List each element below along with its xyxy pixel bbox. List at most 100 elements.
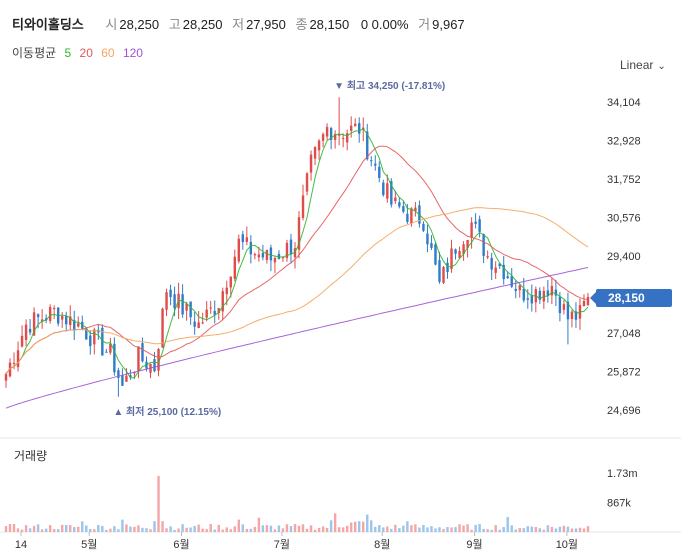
candle-body [562,304,566,310]
candle-body [474,221,477,224]
candle-body [558,296,562,314]
candle-body [253,254,257,256]
candle-body [522,288,525,301]
volume-bar [325,527,329,532]
volume-bar [149,529,152,532]
volume-bar [105,529,108,532]
candle-body [44,318,48,321]
volume-bar [137,525,140,532]
candle-body [81,321,84,329]
volume-bar [157,475,160,532]
candle-body [329,128,333,141]
price-axis: 34,104 32,928 31,752 30,576 29,400 27,048 25,8… [607,97,641,417]
volume-bar [177,528,180,532]
volume-bar [129,526,132,532]
candle-body [225,287,228,295]
stock-name: 티와이홀딩스 [12,17,84,32]
volume-bar [498,529,501,532]
volume-bar [4,526,8,532]
open-value: 28,250 [119,17,160,32]
volume-bar [442,528,445,532]
candle-body [40,319,44,322]
candle-body [16,350,20,368]
candle-body [233,256,236,279]
volume-bar [141,527,144,532]
volume-bar [93,529,96,532]
annotations: ▼ 최고 34,250 (-17.81%) ▲ 최저 25,100 (12.15%… [113,79,445,418]
candle-body [245,237,249,242]
candle-body [325,127,329,137]
volume-bar [305,528,309,532]
candle-body [434,244,437,265]
candle-body [229,276,232,288]
volume-bar [20,529,24,532]
candle-body [430,243,433,248]
candle-body [241,234,245,242]
candle-body [32,312,36,336]
volume-bar [450,527,453,532]
scale-dropdown[interactable]: Linear ⌄ [620,58,666,72]
candle-body [273,257,277,263]
volume-bar [121,519,124,532]
volume-bar [165,528,168,532]
quote-header: 티와이홀딩스 시 28,250 고 28,250 저 27,950 종 28,150 0… [12,14,465,33]
volume-bar [370,520,373,532]
volume-bar [329,520,333,532]
high-value: 28,250 [182,17,223,32]
candle-body [281,257,285,259]
volume-bar [578,527,582,532]
candle-body [426,233,429,245]
volume-bars [4,475,590,532]
volume-bar [470,529,473,532]
candle-body [370,160,373,162]
moving-average-legend[interactable]: 이동평균 5 20 60 120 [12,44,148,61]
volume-bar [349,522,353,532]
candle-body [514,288,517,291]
volume-bar [40,529,44,532]
volume-bar [466,524,469,532]
volume-bar [265,525,269,532]
ma-20: 20 [79,46,93,60]
volume-bar [8,523,12,532]
candle-body [414,207,417,211]
candle-body [305,173,309,192]
volume-bar [257,517,261,532]
candle-body [309,154,313,173]
candle-body [181,294,184,315]
candle-body [301,195,305,218]
volume-tick-label: 1.73m [607,468,638,480]
volume-bar [518,528,521,532]
candle-body [398,202,401,207]
volume-bar [81,521,84,532]
candle-body [137,346,140,372]
volume-bar [221,529,224,532]
open-label: 시 [105,17,118,32]
candle-body [157,349,160,371]
candle-body [109,343,112,353]
price-tick-label: 34,104 [607,97,641,109]
volume-bar [269,525,273,532]
volume-bar [454,527,457,532]
change-value: 0 0.00% [360,17,409,32]
candle-body [125,375,128,382]
volume-bar [382,527,385,532]
volume-bar [522,528,525,532]
volume-bar [358,521,361,532]
candle-body [297,217,301,250]
volume-bar [337,527,341,532]
candle-body [410,208,413,224]
volume-axis: 1.73m 867k [607,468,638,509]
candle-body [358,123,361,134]
volume-bar [261,525,265,532]
volume-tick-label: 867k [607,498,631,510]
volume-bar [289,526,293,532]
candle-body [24,324,28,340]
volume-bar [109,528,112,532]
volume-bar [241,524,245,532]
candle-body [201,322,204,324]
ma-5: 5 [64,46,72,60]
volume-bar [345,525,349,532]
volume-bar [28,528,32,532]
candle-body [65,315,68,325]
